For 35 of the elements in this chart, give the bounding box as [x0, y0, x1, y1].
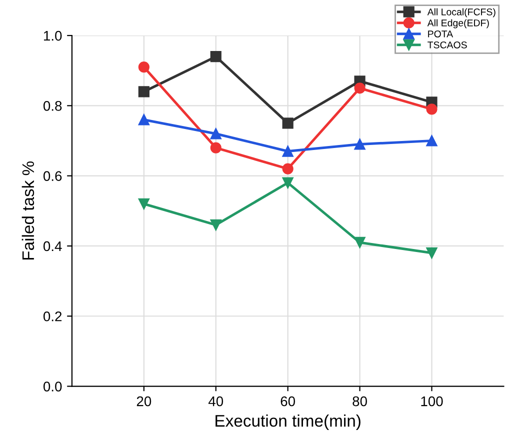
x-axis-title: Execution time(min) — [216, 414, 360, 430]
x-tick-label: 80 — [352, 396, 367, 406]
point — [138, 86, 150, 98]
point — [282, 118, 294, 129]
y-tick-label: 0.8 — [43, 101, 62, 111]
y-tick-label: 0.4 — [43, 241, 62, 252]
legend-label: All Edge(EDF) — [427, 19, 489, 28]
point — [138, 114, 150, 126]
point — [354, 82, 366, 94]
x-tick-label: 20 — [136, 396, 152, 406]
point — [354, 138, 366, 150]
point — [426, 104, 438, 115]
point — [210, 219, 222, 230]
x-tick-label: 100 — [421, 396, 443, 406]
point — [138, 62, 150, 73]
point — [426, 247, 438, 259]
point — [282, 177, 294, 188]
point — [210, 142, 222, 154]
legend-label: All Local(FCFS) — [427, 8, 496, 18]
point — [138, 198, 150, 210]
point — [282, 146, 294, 157]
x-tick-label: 40 — [208, 396, 224, 406]
y-tick-label: 0.2 — [43, 311, 62, 322]
point — [354, 236, 366, 248]
point — [210, 128, 222, 140]
y-axis-title: Failed task % — [22, 161, 34, 260]
y-tick-label: 0.0 — [43, 382, 62, 392]
x-tick-label: 60 — [280, 396, 296, 406]
point — [282, 163, 294, 174]
y-tick-label: 0.6 — [43, 171, 62, 181]
legend-label: POTA — [428, 30, 454, 38]
y-tick-label: 1.0 — [44, 30, 62, 41]
point — [210, 51, 222, 62]
legend-label: TSCAOS — [428, 42, 467, 48]
point — [426, 135, 438, 146]
